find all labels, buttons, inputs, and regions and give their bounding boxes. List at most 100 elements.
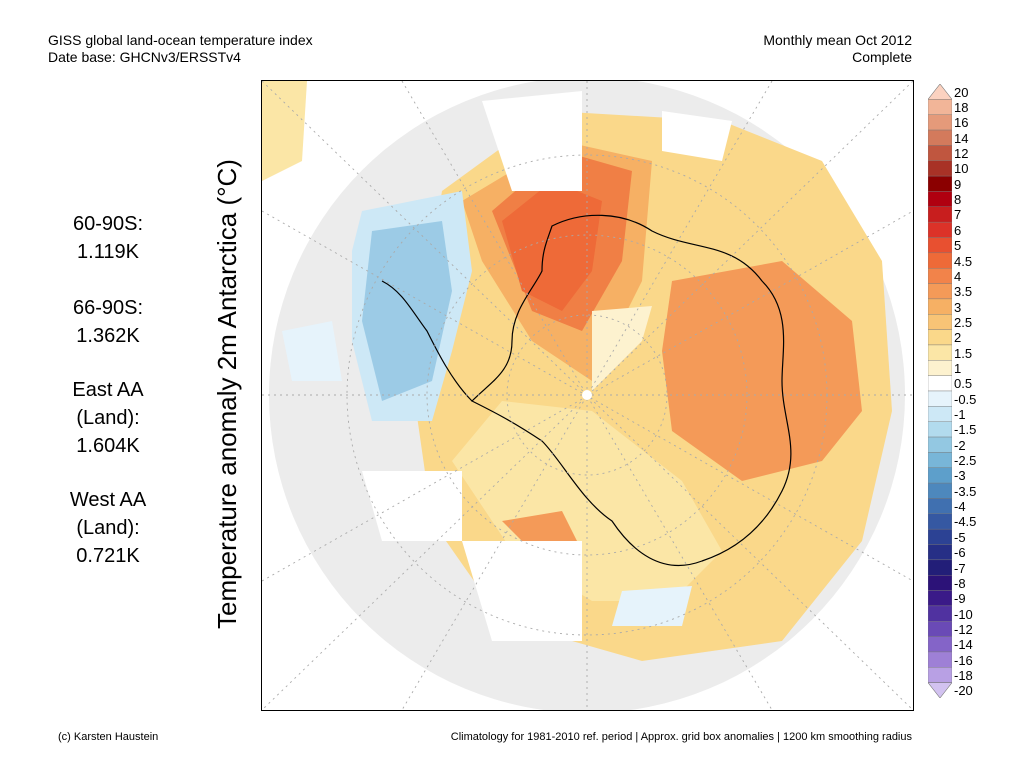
colorbar-tick-label: -6 <box>954 545 966 561</box>
colorbar-swatch <box>927 513 953 530</box>
colorbar-swatch <box>927 528 953 545</box>
methodology-note: Climatology for 1981-2010 ref. period | … <box>450 731 912 743</box>
colorbar-swatch <box>927 99 953 115</box>
colorbar-tick-label: 10 <box>954 161 969 177</box>
stat-label: West AA <box>69 489 147 511</box>
colorbar-swatch <box>927 314 953 330</box>
colorbar-swatch <box>927 390 953 407</box>
colorbar-tick-label: -3 <box>954 468 966 484</box>
colorbar-tick-label: 3 <box>954 299 962 315</box>
colorbar-swatch <box>927 482 953 499</box>
colorbar-tick-label: 14 <box>954 130 969 146</box>
stat-60-90s: 60-90S: 1.119K <box>48 210 168 266</box>
colorbar-swatch <box>927 267 953 284</box>
colorbar-swatch <box>927 298 953 315</box>
header-right: Monthly mean Oct 2012 Complete <box>640 32 912 66</box>
status-label: Complete <box>852 49 912 65</box>
colorbar-swatch <box>927 375 953 392</box>
colorbar-swatch <box>927 191 953 207</box>
colorbar-swatch <box>927 145 953 161</box>
colorbar-tick-label: -18 <box>954 667 973 683</box>
colorbar-tick-label: 9 <box>954 176 962 192</box>
stat-label: 66-90S: <box>72 297 144 319</box>
colorbar-tick-label: 16 <box>954 115 969 131</box>
colorbar-tick-label: -10 <box>954 606 973 622</box>
colorbar-swatch <box>927 114 953 131</box>
colorbar-tick-label: -2 <box>954 437 966 453</box>
colorbar-tick-label: -4.5 <box>954 514 977 530</box>
colorbar-tick-label: 2 <box>954 330 962 346</box>
period-label: Monthly mean Oct 2012 <box>763 32 912 48</box>
colorbar-swatch <box>927 436 953 453</box>
colorbar-swatch <box>927 129 953 146</box>
colorbar-cap-top <box>927 83 953 100</box>
antarctic-coastline <box>470 214 792 567</box>
colorbar-tick-label: 2.5 <box>954 314 973 330</box>
colorbar-tick-label: -4 <box>954 499 966 515</box>
colorbar-tick-label: -1.5 <box>954 422 977 438</box>
colorbar-tick-label: 1 <box>954 360 962 376</box>
colorbar-swatch <box>927 498 953 515</box>
colorbar-tick-label: -20 <box>954 683 973 699</box>
colorbar-tick-label: 20 <box>954 84 969 100</box>
colorbar-swatch <box>927 544 953 561</box>
credit-text: (c) Karsten Haustein <box>58 731 159 743</box>
colorbar-tick-label: 5 <box>954 238 962 254</box>
colorbar-tick-label: 3.5 <box>954 284 973 300</box>
colorbar-tick-label: -3.5 <box>954 483 977 499</box>
colorbar-tick-label: 4.5 <box>954 253 973 269</box>
stat-west-aa: West AA (Land): 0.721K <box>48 486 168 570</box>
colorbar-tick-label: -16 <box>954 652 973 668</box>
colorbar-tick-label: 0.5 <box>954 376 973 392</box>
colorbar-swatch <box>927 621 953 637</box>
colorbar-swatch <box>927 252 953 269</box>
colorbar-swatch <box>927 667 953 683</box>
south-pole-marker <box>582 390 592 400</box>
colorbar-tick-label: 4 <box>954 268 962 284</box>
colorbar-swatch <box>927 605 953 622</box>
stat-value: 0.721K <box>76 545 140 567</box>
colorbar-swatch <box>927 590 953 607</box>
colorbar-tick-label: 8 <box>954 192 962 208</box>
colorbar <box>927 83 953 699</box>
stat-label: East AA <box>72 379 144 401</box>
stat-value: 1.362K <box>76 325 140 347</box>
colorbar-swatch <box>927 206 953 223</box>
stat-label: (Land): <box>76 517 140 539</box>
colorbar-tick-label: 12 <box>954 146 969 162</box>
polar-map <box>261 80 914 711</box>
colorbar-tick-label: 18 <box>954 100 969 116</box>
colorbar-tick-label: -14 <box>954 637 973 653</box>
header-left: GISS global land-ocean temperature index… <box>48 32 313 66</box>
colorbar-swatch <box>927 329 953 346</box>
stat-value: 1.119K <box>77 241 139 263</box>
colorbar-tick-label: -5 <box>954 529 966 545</box>
colorbar-swatch <box>927 421 953 438</box>
colorbar-cap-bottom <box>927 682 953 699</box>
colorbar-swatch <box>927 221 953 238</box>
colorbar-tick-label: -8 <box>954 575 966 591</box>
colorbar-swatch <box>927 559 953 576</box>
colorbar-tick-label: -12 <box>954 621 973 637</box>
colorbar-tick-label: 7 <box>954 207 962 223</box>
colorbar-swatch <box>927 636 953 653</box>
colorbar-tick-label: 1.5 <box>954 345 973 361</box>
colorbar-swatch <box>927 360 953 376</box>
colorbar-tick-label: -2.5 <box>954 453 977 469</box>
colorbar-swatch <box>927 651 953 668</box>
stat-value: 1.604K <box>76 435 140 457</box>
stat-label: (Land): <box>76 407 140 429</box>
stat-label: 60-90S: <box>72 213 144 235</box>
colorbar-tick-label: 6 <box>954 222 962 238</box>
colorbar-swatch <box>927 467 953 484</box>
stat-66-90s: 66-90S: 1.362K <box>48 294 168 350</box>
colorbar-swatch <box>927 575 953 591</box>
colorbar-tick-label: -7 <box>954 560 966 576</box>
colorbar-swatch <box>927 452 953 468</box>
map-title: GISS global land-ocean temperature index <box>48 32 313 48</box>
colorbar-swatch <box>927 175 953 192</box>
colorbar-swatch <box>927 406 953 422</box>
y-axis-label: Temperature anomaly 2m Antarctica (°C) <box>212 159 242 629</box>
colorbar-swatch <box>927 344 953 361</box>
map-canvas <box>262 81 913 710</box>
